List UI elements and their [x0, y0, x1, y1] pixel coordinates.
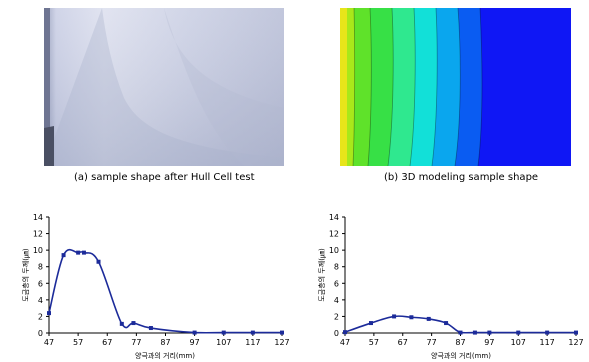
data-point	[280, 330, 284, 335]
y-tick-label: 8	[334, 263, 339, 272]
data-point	[47, 311, 51, 316]
data-point	[250, 330, 255, 335]
x-tick-label: 47	[44, 338, 54, 347]
x-tick-label: 97	[484, 338, 494, 347]
x-tick-label: 127	[274, 338, 289, 347]
x-tick-label: 107	[216, 338, 231, 347]
x-tick-label: 67	[398, 338, 408, 347]
y-tick-label: 2	[38, 312, 43, 321]
x-tick-label: 117	[539, 338, 554, 347]
caption-a: (a) sample shape after Hull Cell test	[74, 172, 255, 183]
y-tick-label: 2	[334, 312, 339, 321]
x-tick-label: 117	[245, 338, 260, 347]
y-tick-label: 0	[334, 329, 339, 338]
x-axis-label: 양극과의 거리(mm)	[431, 351, 491, 360]
x-tick-label: 127	[568, 338, 583, 347]
data-point	[545, 330, 550, 335]
x-tick-label: 57	[73, 338, 83, 347]
3d-model-contour	[340, 8, 571, 166]
data-point	[516, 330, 521, 335]
data-point	[426, 316, 431, 321]
data-point	[148, 326, 153, 331]
y-tick-label: 10	[329, 246, 339, 255]
thickness-chart-model: 0 2 4 6 8 10 12 14 47 57 67 77 87 97 107 117 127 양극과의 거리(…	[317, 213, 584, 360]
y-tick-label: 8	[38, 263, 43, 272]
x-tick-label: 67	[102, 338, 112, 347]
y-axis-label: 도금층의 두께(㎛)	[317, 248, 327, 302]
data-point	[343, 330, 347, 335]
x-tick-label: 47	[340, 338, 350, 347]
x-axis-label: 양극과의 거리(mm)	[135, 351, 195, 360]
data-point	[368, 321, 373, 326]
x-tick-label: 77	[131, 338, 141, 347]
y-axis-label: 도금층의 두께(㎛)	[21, 248, 31, 302]
data-point	[76, 250, 81, 255]
data-point	[458, 330, 463, 335]
data-point	[131, 321, 136, 326]
y-tick-label: 6	[38, 279, 43, 288]
x-tick-label: 87	[455, 338, 465, 347]
data-point	[192, 330, 197, 335]
y-tick-label: 12	[329, 230, 339, 239]
x-tick-label: 97	[190, 338, 200, 347]
data-point	[81, 250, 86, 255]
y-tick-label: 0	[38, 329, 43, 338]
y-tick-label: 4	[334, 296, 339, 305]
thickness-chart-test: 0 2 4 6 8 10 12 14 47 57 67 77 87 97 107 117 127 양극과의 거리(…	[21, 213, 290, 360]
y-tick-label: 10	[33, 246, 43, 255]
data-point	[574, 330, 578, 335]
x-tick-label: 77	[427, 338, 437, 347]
y-tick-label: 14	[329, 213, 339, 222]
x-tick-label: 107	[511, 338, 526, 347]
data-point	[119, 321, 124, 326]
y-tick-label: 14	[33, 213, 43, 222]
hull-cell-sample-photo	[44, 8, 284, 166]
x-tick-label: 87	[160, 338, 170, 347]
hull-cell-photo-image	[44, 8, 284, 166]
data-point	[96, 259, 101, 264]
data-point	[444, 321, 449, 326]
y-tick-label: 6	[334, 279, 339, 288]
y-tick-label: 12	[33, 230, 43, 239]
data-point	[409, 315, 414, 320]
x-tick-label: 57	[369, 338, 379, 347]
y-tick-label: 4	[38, 296, 43, 305]
3d-model-contour-image	[340, 8, 571, 166]
data-point	[472, 330, 477, 335]
data-point	[392, 314, 397, 319]
caption-b: (b) 3D modeling sample shape	[384, 172, 539, 183]
data-point	[221, 330, 226, 335]
data-point	[61, 253, 66, 258]
series-line	[48, 248, 282, 334]
series-line	[344, 315, 576, 334]
data-point	[487, 330, 492, 335]
